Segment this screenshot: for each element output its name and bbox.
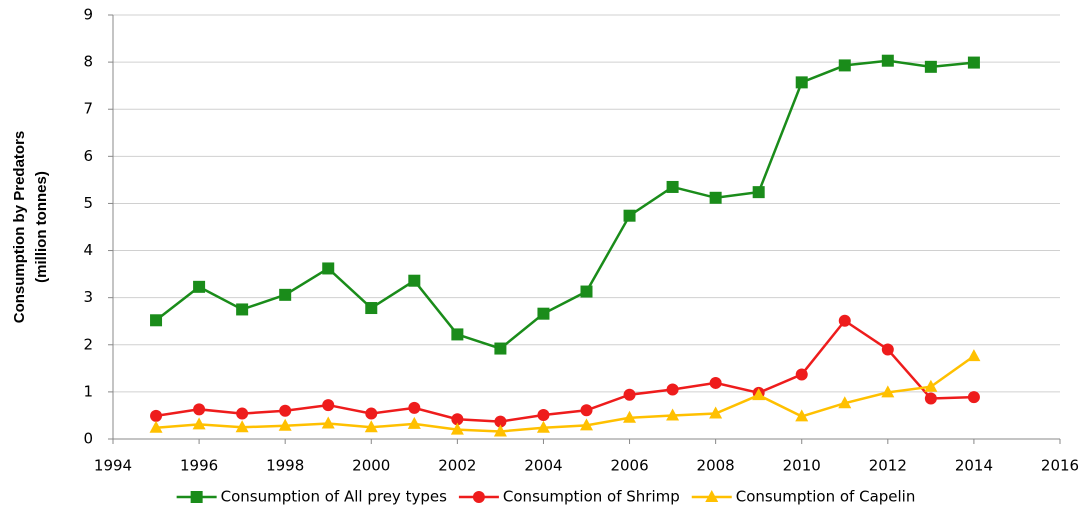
marker — [838, 59, 851, 72]
x-tick-label: 2002 — [438, 457, 476, 475]
marker — [709, 406, 723, 419]
marker — [451, 328, 464, 341]
marker — [666, 180, 679, 193]
marker — [752, 186, 765, 199]
legend-label: Consumption of Shrimp — [503, 488, 680, 506]
marker — [451, 413, 464, 426]
y-tick-label: 4 — [83, 241, 93, 259]
marker — [623, 388, 636, 401]
y-tick-label: 2 — [83, 335, 93, 353]
marker — [278, 418, 292, 431]
marker — [190, 491, 203, 503]
marker — [752, 388, 766, 401]
marker — [795, 368, 808, 381]
marker — [623, 410, 637, 423]
marker — [322, 262, 335, 275]
marker — [450, 422, 464, 435]
y-tick-label: 3 — [83, 288, 93, 306]
legend-label: Consumption of Capelin — [736, 488, 916, 506]
x-tick-label: 1994 — [94, 457, 132, 475]
marker — [623, 209, 636, 222]
marker — [321, 416, 335, 429]
marker — [666, 408, 680, 421]
marker — [279, 288, 292, 301]
x-tick-label: 2004 — [524, 457, 562, 475]
marker — [881, 54, 894, 67]
marker — [795, 409, 809, 422]
marker — [150, 409, 163, 422]
marker — [192, 417, 206, 430]
y-tick-label: 1 — [83, 382, 93, 400]
marker — [494, 415, 507, 428]
marker — [149, 420, 163, 433]
y-tick-label: 6 — [83, 147, 93, 165]
marker — [236, 303, 249, 316]
marker — [709, 376, 722, 389]
series-line — [155, 355, 975, 433]
marker — [580, 285, 593, 298]
y-tick-label: 9 — [83, 6, 93, 24]
marker — [235, 420, 249, 433]
marker — [279, 404, 292, 417]
marker — [408, 401, 421, 414]
x-tick-label: 2014 — [955, 457, 993, 475]
marker — [472, 491, 485, 503]
marker — [705, 490, 719, 502]
x-tick-label: 2012 — [869, 457, 907, 475]
x-tick-label: 2000 — [352, 457, 390, 475]
x-tick-label: 1998 — [266, 457, 304, 475]
marker — [193, 403, 206, 416]
marker — [580, 418, 593, 431]
marker — [365, 302, 378, 315]
marker — [193, 280, 206, 293]
marker — [236, 407, 249, 420]
marker — [967, 56, 980, 69]
x-tick-label: 1996 — [180, 457, 218, 475]
marker — [537, 307, 550, 320]
y-tick-label: 5 — [83, 194, 93, 212]
y-tick-label: 8 — [83, 53, 93, 71]
series-line — [155, 319, 974, 423]
marker — [537, 408, 550, 421]
x-tick-label: 2006 — [610, 457, 648, 475]
marker — [924, 392, 937, 405]
series-line — [155, 59, 975, 350]
marker — [838, 396, 852, 409]
marker — [881, 385, 895, 398]
marker — [536, 420, 550, 433]
y-tick-label: 7 — [83, 100, 93, 118]
y-axis-label: Consumption by Predators — [11, 131, 28, 324]
x-tick-label: 2010 — [783, 457, 821, 475]
marker — [408, 274, 421, 287]
marker — [881, 343, 894, 356]
marker — [924, 379, 938, 392]
marker — [364, 420, 378, 433]
y-axis-label: (million tonnes) — [33, 171, 50, 283]
marker — [407, 416, 421, 429]
legend: Consumption of All prey types Consumption… — [176, 488, 916, 506]
legend-label: Consumption of All prey types — [221, 488, 447, 506]
y-tick-label: 0 — [83, 430, 93, 448]
marker — [709, 191, 722, 204]
marker — [150, 314, 163, 327]
marker — [924, 60, 937, 73]
marker — [838, 314, 851, 327]
marker — [580, 404, 593, 417]
marker — [967, 391, 980, 404]
marker — [795, 76, 808, 89]
marker — [322, 399, 335, 412]
marker — [666, 383, 679, 396]
marker — [365, 407, 378, 420]
marker — [494, 342, 507, 355]
marker — [967, 349, 981, 362]
x-tick-label: 2008 — [697, 457, 735, 475]
x-tick-label: 2016 — [1041, 457, 1079, 475]
marker — [493, 424, 507, 437]
